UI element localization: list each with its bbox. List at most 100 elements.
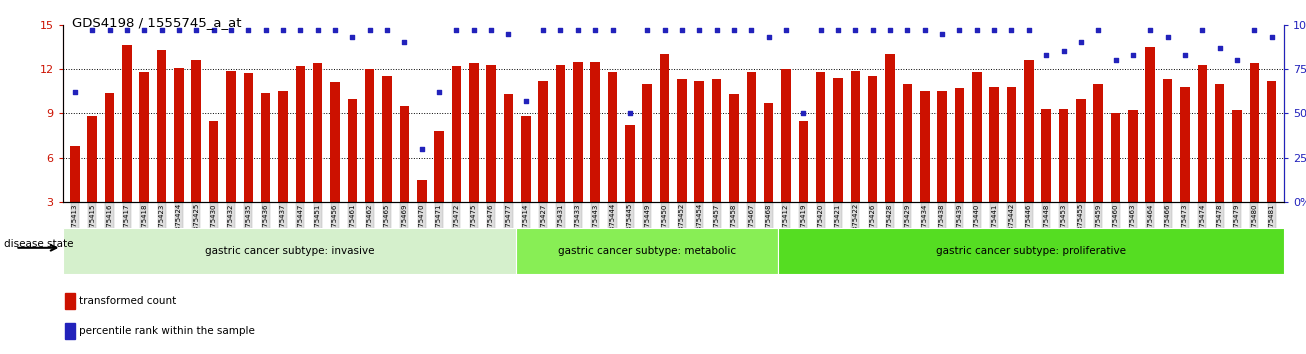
Bar bbox=[209, 121, 218, 202]
Bar bbox=[850, 70, 861, 202]
Bar bbox=[1181, 87, 1190, 202]
Bar bbox=[938, 91, 947, 202]
Point bbox=[116, 27, 137, 33]
Point bbox=[516, 98, 537, 104]
Text: percentile rank within the sample: percentile rank within the sample bbox=[78, 326, 255, 336]
Point bbox=[445, 27, 466, 33]
Point bbox=[567, 27, 588, 33]
Bar bbox=[747, 72, 756, 202]
Bar bbox=[816, 72, 825, 202]
Bar bbox=[452, 66, 461, 202]
Bar bbox=[121, 45, 132, 202]
Point bbox=[671, 27, 692, 33]
Point bbox=[654, 27, 675, 33]
Point bbox=[983, 27, 1004, 33]
Point bbox=[1088, 27, 1109, 33]
Text: transformed count: transformed count bbox=[78, 296, 176, 306]
Point bbox=[255, 27, 276, 33]
Text: GDS4198 / 1555745_a_at: GDS4198 / 1555745_a_at bbox=[72, 16, 242, 29]
Bar bbox=[435, 131, 444, 202]
Bar bbox=[919, 91, 930, 202]
Text: disease state: disease state bbox=[4, 239, 73, 249]
Point bbox=[411, 146, 432, 152]
Bar bbox=[65, 293, 74, 309]
Bar bbox=[902, 84, 912, 202]
Point bbox=[1243, 27, 1264, 33]
Point bbox=[949, 27, 970, 33]
Bar bbox=[65, 323, 74, 339]
Point bbox=[602, 27, 623, 33]
Point bbox=[585, 27, 606, 33]
Bar bbox=[364, 69, 375, 202]
Text: gastric cancer subtype: proliferative: gastric cancer subtype: proliferative bbox=[936, 246, 1126, 256]
Bar bbox=[330, 82, 340, 202]
Bar bbox=[417, 180, 427, 202]
Point bbox=[688, 27, 709, 33]
Bar bbox=[243, 74, 253, 202]
Bar bbox=[1145, 47, 1155, 202]
Point bbox=[204, 27, 225, 33]
Bar bbox=[868, 76, 878, 202]
Bar bbox=[607, 72, 618, 202]
Point bbox=[1140, 27, 1161, 33]
Bar bbox=[990, 87, 999, 202]
Bar bbox=[1215, 84, 1225, 202]
Point bbox=[1053, 48, 1074, 54]
Point bbox=[776, 27, 797, 33]
Point bbox=[897, 27, 918, 33]
Bar bbox=[1267, 81, 1276, 202]
Point bbox=[376, 27, 397, 33]
Point bbox=[550, 27, 571, 33]
Bar bbox=[538, 81, 549, 202]
Point bbox=[151, 27, 172, 33]
Point bbox=[793, 110, 814, 116]
Bar bbox=[556, 65, 565, 202]
Point bbox=[931, 31, 952, 36]
Bar bbox=[833, 78, 842, 202]
Point bbox=[619, 110, 640, 116]
Point bbox=[481, 27, 502, 33]
Bar bbox=[278, 91, 287, 202]
Bar bbox=[347, 98, 357, 202]
Bar bbox=[1024, 60, 1033, 202]
Point bbox=[359, 27, 380, 33]
Bar bbox=[486, 65, 496, 202]
Point bbox=[82, 27, 103, 33]
Point bbox=[862, 27, 883, 33]
Point bbox=[741, 27, 761, 33]
Bar bbox=[157, 50, 166, 202]
Bar bbox=[712, 79, 721, 202]
Bar bbox=[955, 88, 964, 202]
Bar bbox=[1198, 65, 1207, 202]
Bar bbox=[1250, 63, 1259, 202]
Point bbox=[966, 27, 987, 33]
Bar bbox=[313, 63, 323, 202]
Point bbox=[1174, 52, 1195, 58]
Point bbox=[637, 27, 658, 33]
Bar bbox=[504, 94, 513, 202]
Bar bbox=[1128, 110, 1138, 202]
Point bbox=[845, 27, 866, 33]
Bar bbox=[798, 121, 808, 202]
Point bbox=[1000, 27, 1021, 33]
Point bbox=[1122, 52, 1143, 58]
Point bbox=[1071, 40, 1092, 45]
Bar bbox=[104, 93, 115, 202]
Bar bbox=[781, 69, 790, 202]
Bar bbox=[778, 228, 1284, 274]
Bar bbox=[972, 72, 982, 202]
Point bbox=[273, 27, 294, 33]
Bar bbox=[226, 70, 235, 202]
Text: gastric cancer subtype: metabolic: gastric cancer subtype: metabolic bbox=[558, 246, 737, 256]
Point bbox=[168, 27, 189, 33]
Point bbox=[1157, 34, 1178, 40]
Bar bbox=[643, 84, 652, 202]
Bar bbox=[1059, 109, 1068, 202]
Bar bbox=[1111, 113, 1121, 202]
Point bbox=[1105, 57, 1126, 63]
Bar bbox=[626, 125, 635, 202]
Point bbox=[914, 27, 935, 33]
Point bbox=[759, 34, 780, 40]
Bar bbox=[63, 228, 516, 274]
Point bbox=[325, 27, 346, 33]
